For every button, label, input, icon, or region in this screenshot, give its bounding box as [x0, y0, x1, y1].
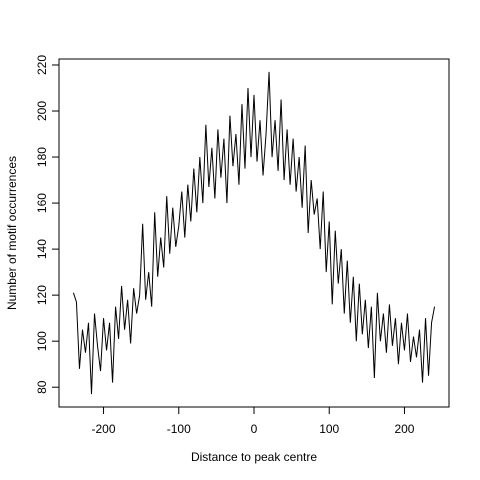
y-tick-label: 160 [35, 193, 49, 213]
x-tick-label: 0 [251, 422, 258, 436]
y-tick-label: 180 [35, 147, 49, 167]
y-tick-label: 140 [35, 239, 49, 259]
y-tick-label: 200 [35, 101, 49, 121]
data-line [72, 71, 436, 395]
x-tick-label: -100 [167, 422, 191, 436]
y-tick-label: 120 [35, 285, 49, 305]
plot-box [58, 58, 450, 408]
x-tick-label: 100 [319, 422, 339, 436]
x-tick-label: 200 [394, 422, 414, 436]
y-axis-label: Number of motif occurrences [5, 156, 19, 310]
y-tick-label: 100 [35, 331, 49, 351]
y-tick-label: 80 [35, 380, 49, 394]
x-tick-label: -200 [92, 422, 116, 436]
y-tick-label: 220 [35, 55, 49, 75]
x-axis-label: Distance to peak centre [191, 450, 317, 464]
